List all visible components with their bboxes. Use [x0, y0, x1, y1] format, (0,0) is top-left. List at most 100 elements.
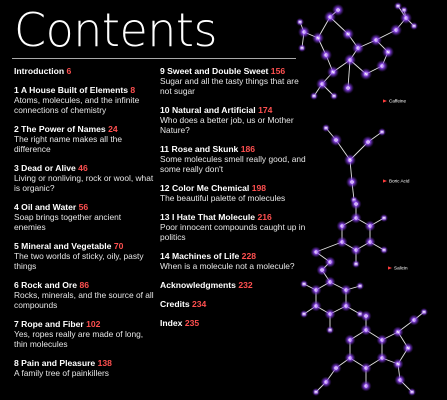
atom-glow — [324, 308, 336, 320]
chapter-description: Yes, ropes really are made of long, thin… — [14, 329, 144, 349]
molecule-illustrations: CNCNCCNCNCNCOOCCCHHHHHHHBOOOHHHCCCCCCOCC… — [296, 2, 428, 396]
atom-symbol: O — [350, 180, 354, 185]
atom-symbol: C — [324, 53, 328, 58]
chapter-number: 14 — [160, 251, 172, 261]
atom-glow — [340, 284, 352, 296]
atom-symbol: C — [340, 224, 344, 229]
toc-entry[interactable]: 14 Machines of Life 228 When is a molecul… — [160, 251, 310, 271]
toc-entry-heading: 4 Oil and Water 56 — [14, 202, 154, 212]
toc-entry[interactable]: 5 Mineral and Vegetable 70 The two worlds… — [14, 241, 154, 271]
page-number: 235 — [184, 318, 200, 328]
atom-symbol: C — [404, 16, 408, 21]
atom-symbol: C — [412, 318, 416, 323]
atom-glow — [380, 246, 388, 254]
atom-symbol: C — [314, 250, 318, 255]
atom-glow — [310, 300, 322, 312]
atom-glow — [380, 214, 388, 222]
toc-entry[interactable]: Introduction 6 — [14, 66, 154, 76]
page-number: 138 — [97, 358, 112, 368]
atom-glow — [310, 246, 322, 258]
toc-entry[interactable]: 8 Pain and Pleasure 138 A family tree of … — [14, 358, 154, 378]
chapter-description: Rocks, minerals, and the source of all c… — [14, 290, 154, 310]
atom-glow — [350, 198, 362, 210]
toc-entry[interactable]: 10 Natural and Artificial 174 Who does a … — [160, 105, 310, 135]
atom-symbol: H — [412, 24, 416, 29]
toc-entry[interactable]: 7 Rope and Fiber 102 Yes, ropes really ar… — [14, 319, 154, 349]
atom-glow — [408, 388, 416, 396]
atom-symbol: H — [332, 94, 336, 99]
atom-glow — [360, 324, 372, 336]
chapter-number: 10 — [160, 105, 172, 115]
toc-entry-heading: Credits 234 — [160, 299, 310, 309]
chapter-number: 6 — [14, 280, 22, 290]
toc-entry[interactable]: Index 235 — [160, 318, 310, 328]
atom-glow — [362, 136, 374, 148]
atom-glow — [392, 358, 404, 370]
atom-glow — [376, 60, 388, 72]
atom-symbol: C — [328, 15, 332, 20]
atom-glow — [310, 92, 318, 100]
atom-symbol: H — [298, 20, 302, 25]
atom-symbol: H — [358, 312, 362, 317]
atom-symbol: C — [314, 288, 318, 293]
atom-glow — [342, 28, 354, 40]
page-number: 228 — [241, 251, 257, 261]
atom-symbol: C — [398, 378, 402, 383]
atom-symbol: C — [380, 338, 384, 343]
toc-entry[interactable]: 11 Rose and Skunk 186 Some molecules smel… — [160, 144, 310, 174]
toc-entry[interactable]: 1 A House Built of Elements 8 Atoms, mole… — [14, 85, 154, 115]
atom-symbol: C — [368, 224, 372, 229]
toc-entry-heading: 8 Pain and Pleasure 138 — [14, 358, 154, 368]
atom-glow — [356, 282, 364, 290]
chapter-title: Oil and Water — [21, 202, 79, 212]
atom-symbol: C — [354, 248, 358, 253]
toc-entry[interactable]: 9 Sweet and Double Sweet 156 Sugar and al… — [160, 66, 310, 96]
toc-entry[interactable]: 4 Oil and Water 56 Soap brings together a… — [14, 202, 154, 232]
atom-glow — [350, 212, 362, 224]
atom-glow — [342, 82, 354, 94]
atom-symbol: C — [364, 384, 368, 389]
molecule-label: Boric Acid — [389, 179, 410, 184]
atom-symbol: O — [364, 314, 368, 319]
toc-entry[interactable]: 13 I Hate That Molecule 216 Poor innocent… — [160, 212, 310, 242]
atom-symbol: N — [316, 36, 320, 41]
atom-glow — [320, 49, 332, 61]
atom-glow — [400, 12, 412, 24]
atom-symbol: H — [396, 4, 400, 9]
toc-entry[interactable]: 2 The Power of Names 24 The right name ma… — [14, 124, 154, 154]
atom-symbol: N — [396, 330, 400, 335]
toc-entry[interactable]: Credits 234 — [160, 299, 310, 309]
toc-entry-heading: Index 235 — [160, 318, 310, 328]
atom-symbol: C — [340, 240, 344, 245]
atom-glow — [300, 280, 308, 288]
atom-glow — [336, 220, 348, 232]
atom-symbol: C — [328, 280, 332, 285]
toc-entry-heading: 3 Dead or Alive 46 — [14, 163, 154, 173]
page-number: 234 — [192, 299, 207, 309]
atom-symbol: C — [324, 380, 328, 385]
atom-symbol: C — [348, 356, 352, 361]
atom-glow — [330, 92, 338, 100]
atom-glow — [392, 326, 404, 338]
atom-glow — [352, 42, 364, 54]
atom-glow — [324, 11, 336, 23]
atom-symbol: N — [396, 362, 400, 367]
toc-entry[interactable]: 6 Rock and Ore 86 Rocks, minerals, and th… — [14, 280, 154, 310]
chapter-description: The two worlds of sticky, oily, pasty th… — [14, 251, 144, 271]
page-number: 198 — [251, 183, 267, 193]
atom-symbol: H — [402, 8, 406, 13]
atom-glow — [300, 310, 308, 318]
toc-entry[interactable]: 3 Dead or Alive 46 Living or nonliving, r… — [14, 163, 154, 193]
atom-symbol: H — [324, 126, 328, 131]
toc-entry[interactable]: 12 Color Me Chemical 198 The beautiful pa… — [160, 183, 310, 203]
atom-symbol: H — [382, 216, 386, 221]
toc-column-left: Introduction 6 1 A House Built of Element… — [14, 66, 154, 387]
chapter-number: 5 — [14, 241, 22, 251]
toc-entry-heading: 12 Color Me Chemical 198 — [160, 183, 310, 193]
atom-symbol: N — [331, 70, 335, 75]
atom-glow — [324, 256, 336, 268]
atom-glow — [298, 26, 310, 38]
toc-entry[interactable]: Acknowledgments 232 — [160, 280, 310, 290]
toc-entry-heading: 13 I Hate That Molecule 216 — [160, 212, 310, 222]
chapter-title: Acknowledgments — [160, 280, 239, 290]
